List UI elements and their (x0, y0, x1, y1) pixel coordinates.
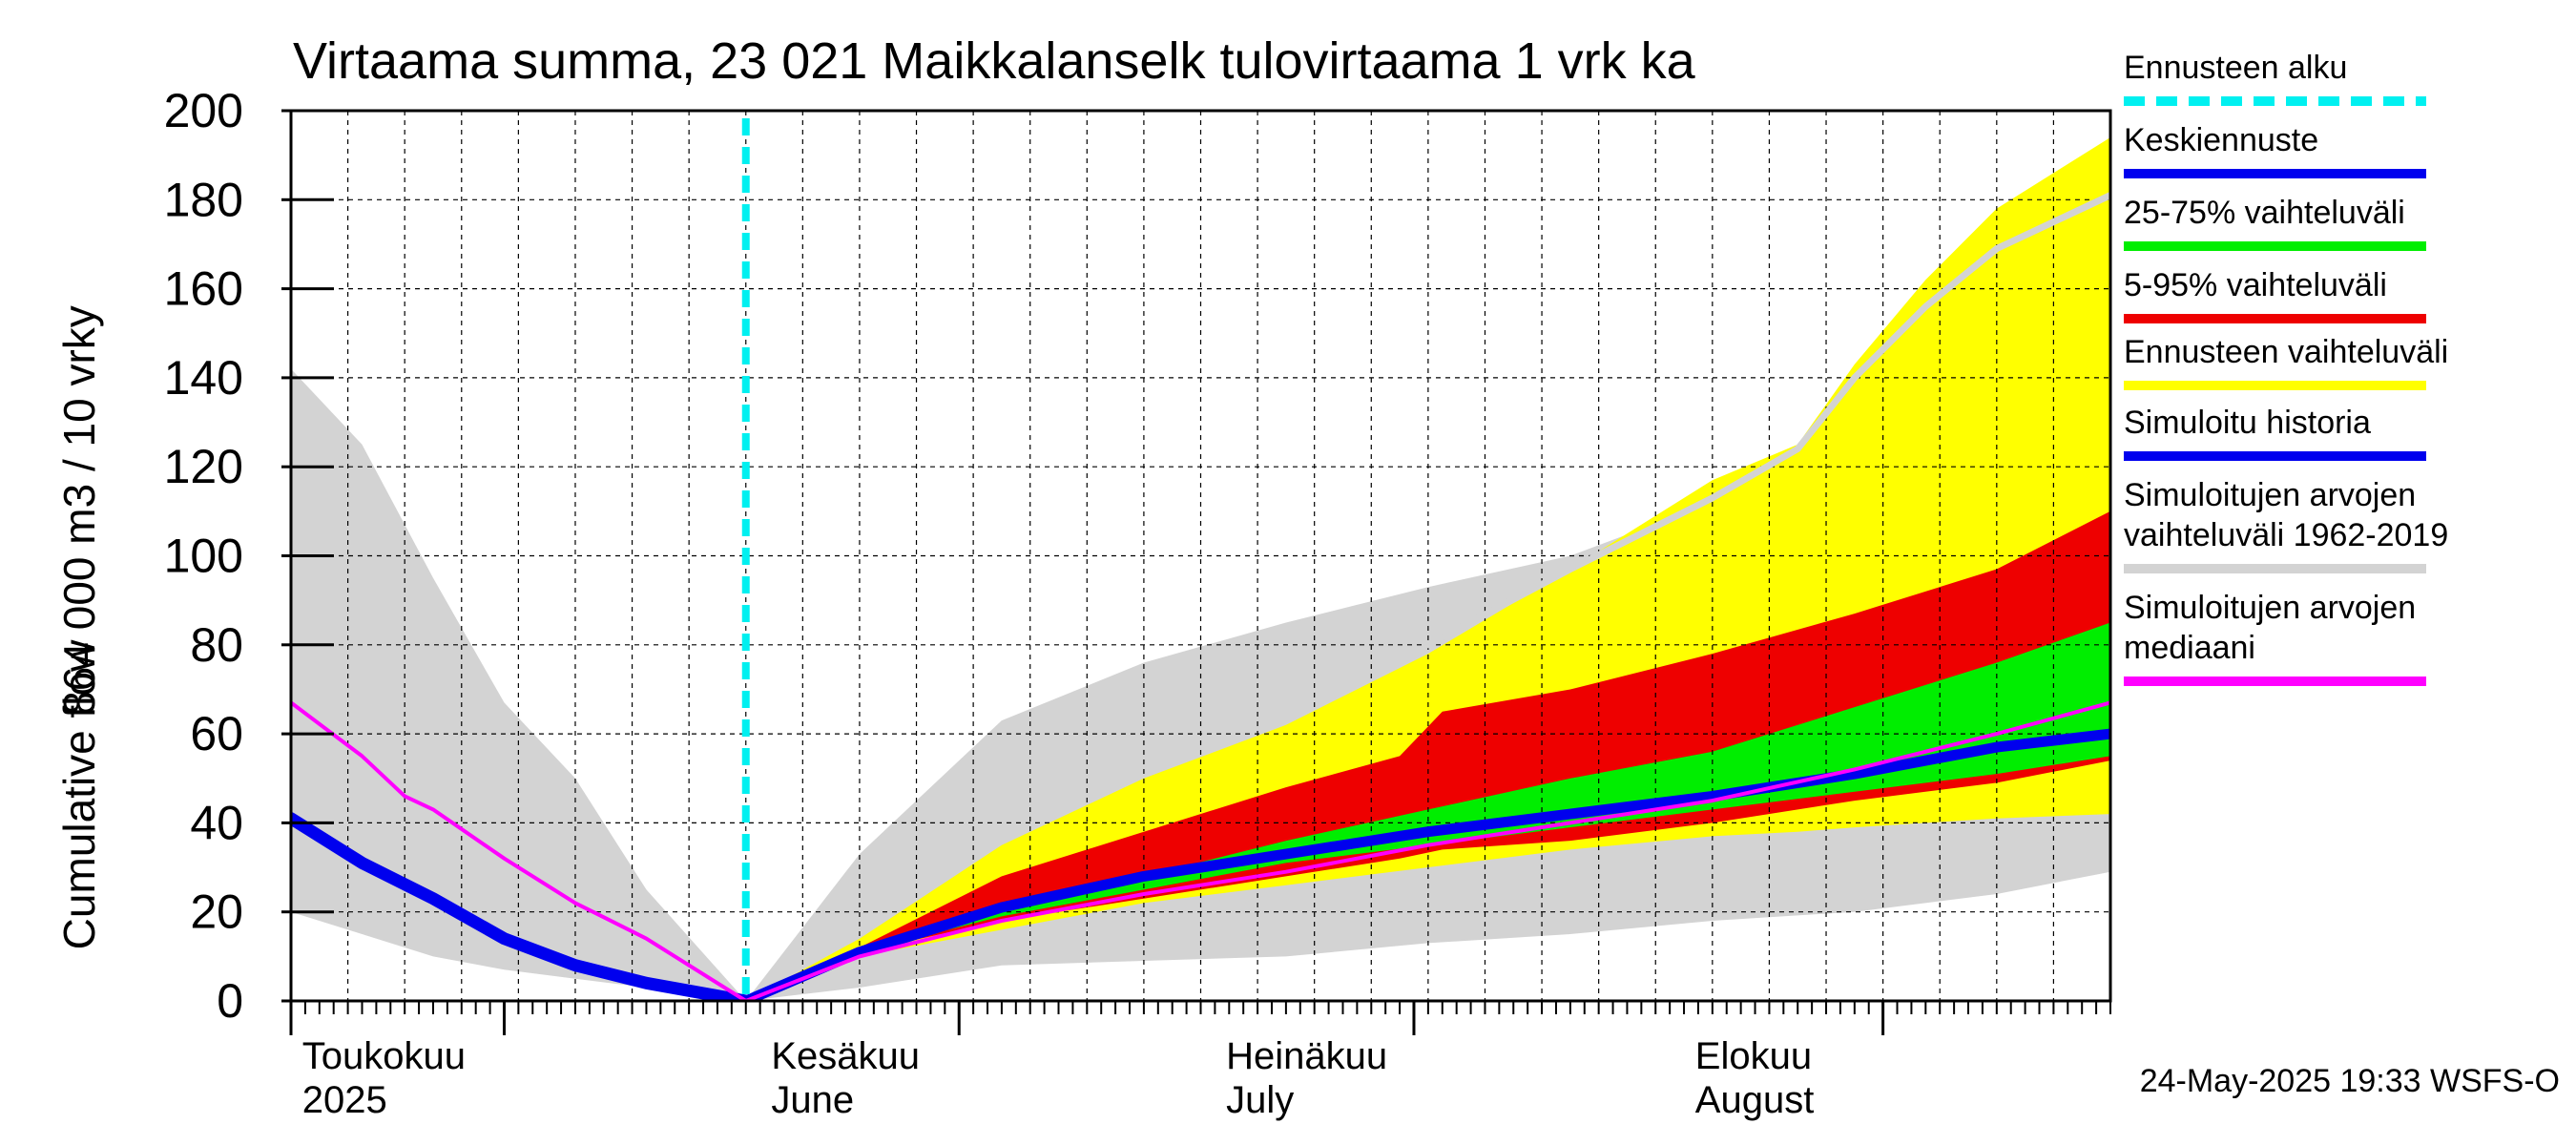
line-upper-history-line (1424, 192, 2110, 649)
y-tick-label: 120 (164, 440, 243, 493)
x-month-label: Heinäkuu (1226, 1035, 1387, 1077)
legend-label-simuloitujen-arvojen-vaihteluvali-1962-2019: vaihteluväli 1962-2019 (2124, 517, 2448, 553)
y-tick-label: 40 (190, 796, 243, 849)
y-tick-label: 80 (190, 618, 243, 672)
line-simuloitu-historia (291, 812, 753, 1001)
legend-label-keskiennuste: Keskiennuste (2124, 122, 2318, 158)
y-axis-label-bottom: Cumulative flow (54, 639, 104, 949)
grid (291, 111, 2110, 1001)
legend-label-5-95-vaihteluvali: 5-95% vaihteluväli (2124, 267, 2387, 303)
line-simuloitujen-arvojen-mediaani (291, 700, 2110, 1001)
x-month-label: Toukokuu (302, 1035, 466, 1077)
legend-label-simuloitujen-arvojen-mediaani: Simuloitujen arvojen (2124, 590, 2416, 626)
legend-label-simuloitu-historia: Simuloitu historia (2124, 405, 2371, 441)
y-tick-label: 60 (190, 707, 243, 760)
x-month-label: Elokuu (1695, 1035, 1812, 1077)
line-layer (291, 118, 2110, 1001)
y-tick-label: 180 (164, 173, 243, 226)
y-tick-label: 160 (164, 262, 243, 316)
legend-label-ennusteen-vaihteluvali: Ennusteen vaihteluväli (2124, 334, 2448, 370)
x-month-label: Kesäkuu (771, 1035, 920, 1077)
y-tick-label: 0 (217, 974, 243, 1028)
legend-label-25-75-vaihteluvali: 25-75% vaihteluväli (2124, 195, 2405, 231)
x-month-sublabel: 2025 (302, 1079, 387, 1121)
y-axis: 0 20 40 60 80 100 120 140 160 180 200 (164, 84, 334, 1028)
y-tick-label: 20 (190, 885, 243, 939)
legend: Ennusteen alku Keskiennuste 25-75% vaihtel… (2124, 50, 2448, 686)
y-tick-label: 200 (164, 84, 243, 137)
y-axis-label-top: 864 000 m3 / 10 vrky (54, 305, 104, 716)
x-month-sublabel: August (1695, 1079, 1815, 1121)
legend-label-simuloitujen-arvojen-mediaani: mediaani (2124, 630, 2255, 666)
x-month-sublabel: July (1226, 1079, 1294, 1121)
x-month-sublabel: June (771, 1079, 854, 1121)
y-tick-label: 140 (164, 351, 243, 405)
chart-title: Virtaama summa, 23 021 Maikkalanselk tul… (293, 32, 1696, 90)
timestamp: 24-May-2025 19:33 WSFS-O (2140, 1063, 2560, 1099)
line-keskiennuste (740, 728, 2110, 1001)
legend-label-ennusteen-alku: Ennusteen alku (2124, 50, 2347, 86)
legend-label-simuloitujen-arvojen-vaihteluvali-1962-2019: Simuloitujen arvojen (2124, 477, 2416, 513)
y-tick-label: 100 (164, 530, 243, 583)
